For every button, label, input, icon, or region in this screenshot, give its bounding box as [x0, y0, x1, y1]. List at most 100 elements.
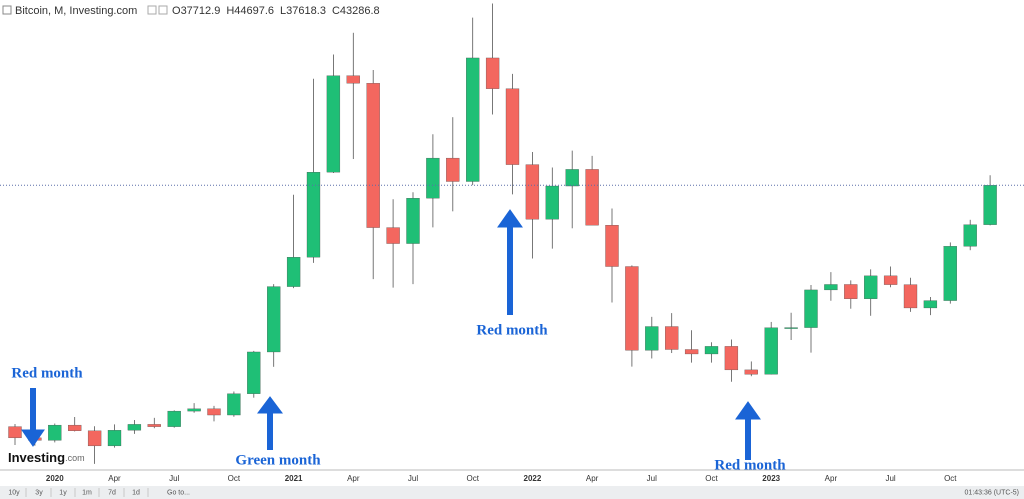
annotation: Red month	[476, 322, 548, 338]
ohlc-value: 37712.9	[181, 5, 221, 17]
candle-body	[68, 424, 82, 431]
x-tick-label: Jul	[885, 474, 895, 483]
watermark-brand: Investing	[8, 450, 65, 465]
range-button[interactable]: 3y	[35, 489, 43, 496]
arrow-head	[497, 209, 523, 228]
candle-body	[784, 327, 798, 329]
candle-body	[505, 88, 520, 165]
candle-body	[306, 172, 321, 258]
candle-body	[704, 346, 719, 355]
candle-body	[804, 289, 818, 328]
candle-body	[87, 430, 102, 447]
arrow-head	[21, 429, 45, 447]
candle-body	[605, 225, 619, 267]
x-tick-label: 2021	[285, 474, 303, 483]
candle-body	[286, 257, 301, 287]
annotation-arrows	[21, 209, 761, 460]
range-button[interactable]: 1d	[132, 489, 140, 496]
ohlc-value: 43286.8	[340, 5, 380, 17]
clock: 01:43:36 (UTC-5)	[965, 489, 1019, 496]
candle-body	[466, 57, 480, 182]
range-button[interactable]: 1y	[59, 489, 67, 496]
candle-body	[864, 275, 878, 299]
candle-body	[147, 424, 161, 427]
range-button[interactable]: 10y	[8, 489, 20, 496]
candle-body	[386, 227, 400, 244]
x-tick-label: Oct	[228, 474, 241, 483]
x-tick-label: Oct	[466, 474, 479, 483]
candle-body	[48, 424, 62, 441]
ohlc-key: H	[226, 5, 234, 17]
ohlc-key: L	[280, 5, 286, 17]
ohlc-value: 44697.6	[234, 5, 274, 17]
range-button[interactable]: 7d	[108, 489, 116, 496]
candle-body	[525, 164, 540, 220]
chart-title: Bitcoin, M, Investing.com	[15, 5, 137, 17]
collapse-icon[interactable]	[2, 5, 12, 15]
x-tick-label: 2023	[762, 474, 780, 483]
candle-body	[903, 284, 918, 309]
arrow-head	[735, 401, 761, 420]
settings-icon[interactable]	[147, 5, 157, 15]
watermark: Investing.com	[8, 450, 85, 465]
candle-body	[446, 157, 460, 182]
candle-body	[565, 169, 579, 187]
ohlc-key: C	[332, 5, 340, 17]
candle-body	[824, 284, 838, 291]
candles	[8, 3, 997, 464]
candle-body	[426, 157, 440, 199]
candle-body	[665, 326, 679, 350]
x-tick-label: Jul	[647, 474, 657, 483]
watermark-suffix: .com	[65, 453, 85, 463]
toolbar	[0, 486, 1024, 499]
annotation: Red month	[714, 457, 786, 473]
candle-body	[645, 326, 659, 351]
header: Bitcoin, M, Investing.com O37712.9 H44697…	[2, 5, 380, 17]
x-tick-label: Apr	[108, 474, 121, 483]
annotation: Red month	[11, 365, 83, 381]
range-button[interactable]: 1m	[82, 489, 92, 496]
x-tick-label: Apr	[825, 474, 838, 483]
candle-body	[744, 369, 758, 375]
candle-body	[764, 327, 778, 375]
x-tick-label: 2022	[524, 474, 542, 483]
candle-body	[585, 169, 599, 226]
candle-body	[943, 246, 957, 301]
candle-body	[346, 75, 360, 84]
candle-body	[724, 346, 739, 371]
arrow-head	[257, 396, 283, 414]
candle-body	[187, 408, 201, 412]
candle-body	[545, 185, 559, 220]
candle-body	[207, 408, 221, 416]
candle-body	[983, 185, 997, 225]
candle-body	[247, 351, 261, 394]
x-tick-label: Apr	[347, 474, 360, 483]
candle-body	[406, 198, 420, 244]
candle-body	[485, 57, 500, 89]
x-tick-label: Jul	[408, 474, 418, 483]
candle-body	[883, 275, 898, 285]
candle-body	[167, 410, 181, 427]
range-button[interactable]: Go to...	[167, 489, 190, 496]
candle-body	[107, 430, 122, 447]
candle-body	[844, 284, 858, 299]
ohlc-value: 37618.3	[286, 5, 326, 17]
ohlc-readout: O37712.9 H44697.6 L37618.3 C43286.8	[172, 5, 380, 17]
candle-body	[267, 286, 281, 353]
x-tick-label: Jul	[169, 474, 179, 483]
candle-body	[8, 426, 22, 439]
candle-body	[625, 266, 639, 351]
candle-body	[963, 224, 977, 247]
candle-body	[326, 75, 341, 173]
x-tick-label: Oct	[705, 474, 718, 483]
candle-body	[227, 393, 241, 416]
candle-body	[684, 349, 699, 355]
close-icon[interactable]	[158, 5, 168, 15]
x-tick-label: 2020	[46, 474, 64, 483]
candle-body	[923, 300, 938, 309]
candle-body	[127, 424, 142, 431]
x-tick-label: Oct	[944, 474, 957, 483]
annotation: Green month	[235, 452, 321, 468]
ohlc-key: O	[172, 5, 181, 17]
